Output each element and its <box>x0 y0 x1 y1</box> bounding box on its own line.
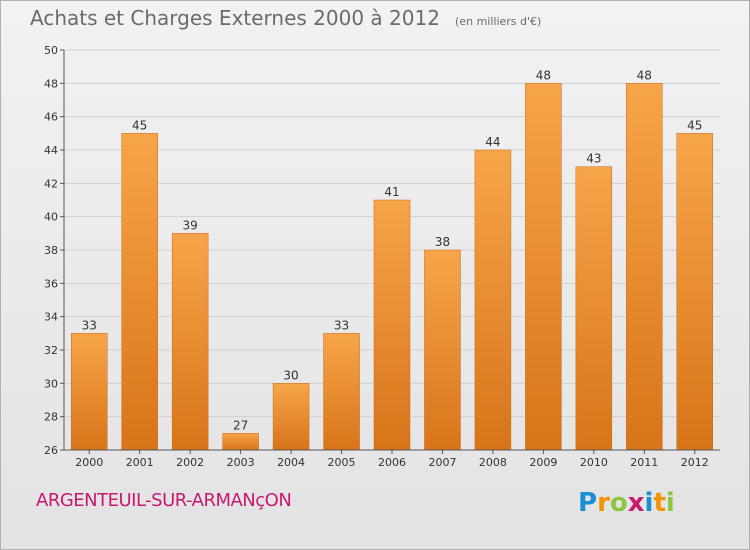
x-tick-label: 2001 <box>126 456 154 469</box>
x-tick-label: 2008 <box>479 456 507 469</box>
logo-letter: t <box>653 488 666 518</box>
y-tick-label: 44 <box>44 144 58 157</box>
logo-letter: r <box>597 488 610 518</box>
y-tick-label: 36 <box>44 277 58 290</box>
bar <box>676 133 714 451</box>
x-tick-label: 2005 <box>328 456 356 469</box>
proxiti-logo: Proxiti <box>578 488 675 518</box>
x-tick-label: 2011 <box>630 456 658 469</box>
y-tick-label: 50 <box>44 44 58 57</box>
data-label: 48 <box>637 68 652 82</box>
y-tick-label: 26 <box>44 444 58 457</box>
x-tick-label: 2006 <box>378 456 406 469</box>
bar <box>525 83 562 451</box>
y-tick-label: 34 <box>44 311 58 324</box>
bar <box>222 433 259 451</box>
data-label: 45 <box>132 118 147 132</box>
labels: 26 28 30 32 34 36 38 40 42 44 46 48 50 33 2000 45 2001 39… <box>44 44 709 469</box>
bar <box>575 166 613 451</box>
x-tick-label: 2007 <box>428 456 456 469</box>
y-tick-label: 42 <box>44 177 58 190</box>
y-tick-label: 32 <box>44 344 58 357</box>
y-tick-label: 30 <box>44 377 58 390</box>
bar <box>121 133 158 451</box>
logo-letter: i <box>644 488 654 518</box>
data-label: 39 <box>183 218 198 232</box>
logo-letter: P <box>578 488 598 518</box>
data-label: 30 <box>283 368 298 382</box>
bar <box>626 83 663 451</box>
x-tick-label: 2004 <box>277 456 305 469</box>
bar <box>373 199 411 451</box>
bar <box>323 333 360 451</box>
x-tick-label: 2010 <box>580 456 608 469</box>
commune-name: ARGENTEUIL-SUR-ARMANçON <box>36 490 292 511</box>
bar <box>424 249 461 451</box>
bar <box>70 333 108 451</box>
bar <box>272 383 310 451</box>
data-label: 48 <box>536 68 551 82</box>
chart-title: Achats et Charges Externes 2000 à 2012 <box>30 6 440 30</box>
y-tick-label: 48 <box>44 77 58 90</box>
y-tick-label: 46 <box>44 111 58 124</box>
y-tick-label: 28 <box>44 411 58 424</box>
axes <box>60 49 720 454</box>
chart-title-row: Achats et Charges Externes 2000 à 2012 (… <box>30 6 541 30</box>
data-label: 33 <box>82 318 97 332</box>
x-tick-label: 2002 <box>176 456 204 469</box>
logo-letter: o <box>609 488 628 518</box>
y-tick-label: 40 <box>44 211 58 224</box>
x-tick-label: 2003 <box>227 456 255 469</box>
logo-letter: i <box>665 488 675 518</box>
x-tick-label: 2012 <box>681 456 709 469</box>
data-label: 27 <box>233 418 248 432</box>
bar <box>171 233 209 451</box>
y-tick-label: 38 <box>44 244 58 257</box>
data-label: 33 <box>334 318 349 332</box>
logo-letter: x <box>627 488 645 518</box>
data-label: 45 <box>687 118 702 132</box>
data-label: 41 <box>384 185 399 199</box>
data-label: 43 <box>586 152 601 166</box>
bars <box>70 83 714 451</box>
data-label: 44 <box>485 135 500 149</box>
bar <box>474 149 512 451</box>
data-label: 38 <box>435 235 450 249</box>
chart-subtitle: (en milliers d'€) <box>455 15 542 28</box>
x-tick-label: 2000 <box>75 456 103 469</box>
x-tick-label: 2009 <box>529 456 557 469</box>
